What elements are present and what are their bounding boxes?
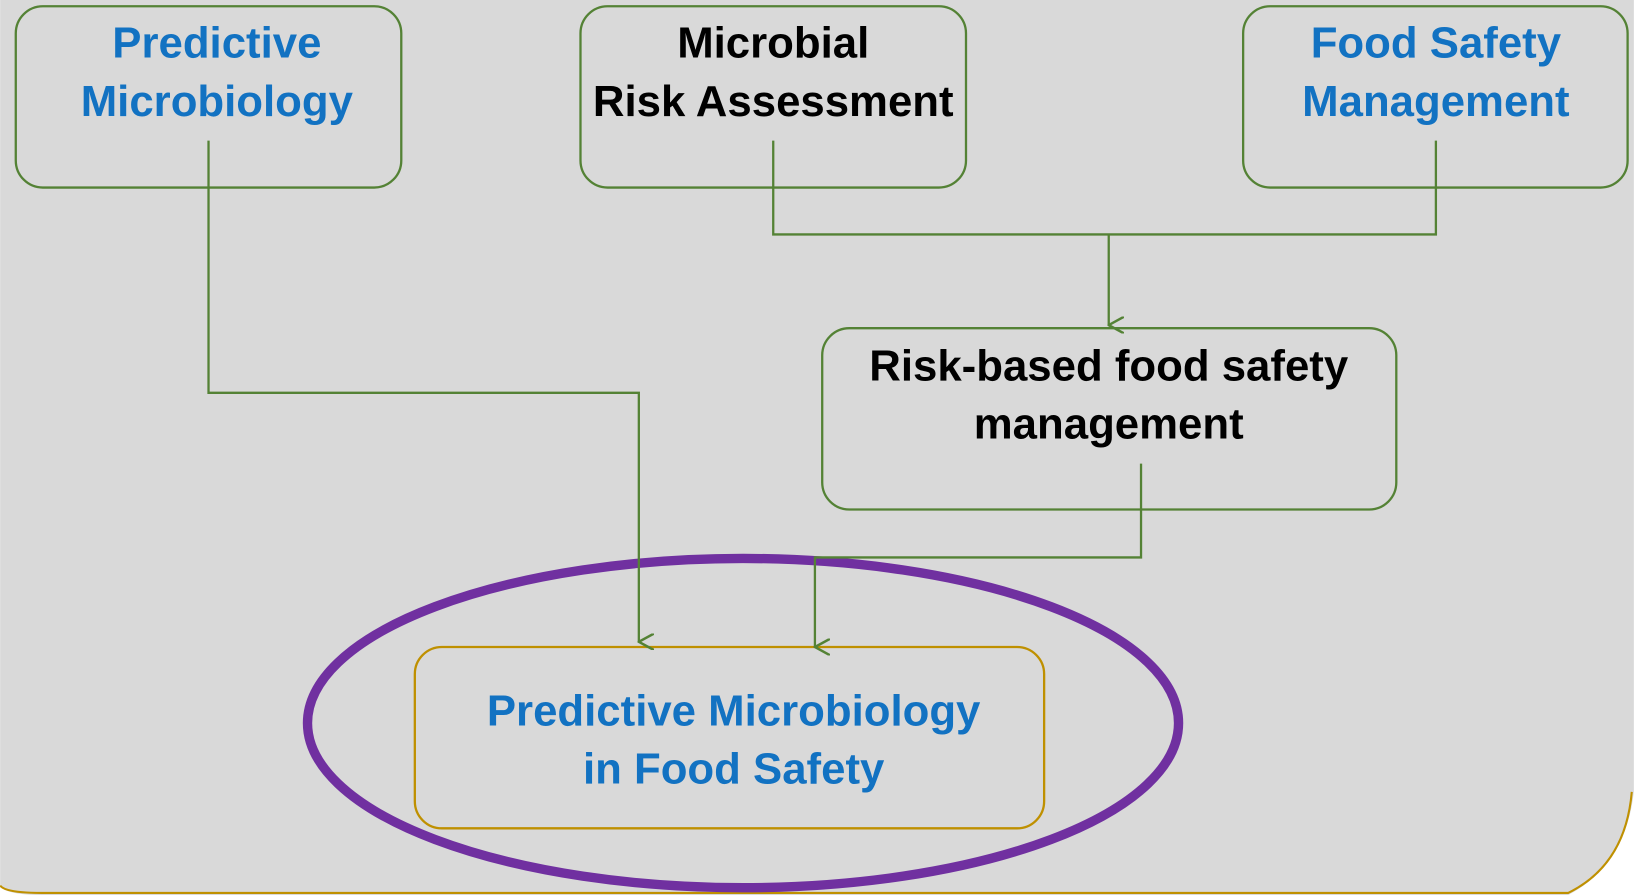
connector [815,463,1143,647]
labels: Predictive Microbiology Microbial Risk Asse… [81,18,1570,793]
node-box [413,645,1046,830]
node-label: Risk Assessment [593,77,954,126]
node-label: in Food Safety [583,745,885,794]
node-label: Risk-based food safety [869,341,1349,390]
connectors [207,140,1438,647]
connector [207,140,639,642]
highlight-ellipse [302,553,1184,893]
node-label: Management [1302,77,1570,126]
node-label: Predictive Microbiology [487,686,981,735]
node-label: Food Safety [1311,18,1562,67]
panel-border [0,791,1633,894]
connector [772,140,1438,236]
node-label: management [974,400,1244,449]
node-label: Predictive [112,18,321,67]
node-label: Microbiology [81,77,354,126]
node-label: Microbial [677,18,869,67]
